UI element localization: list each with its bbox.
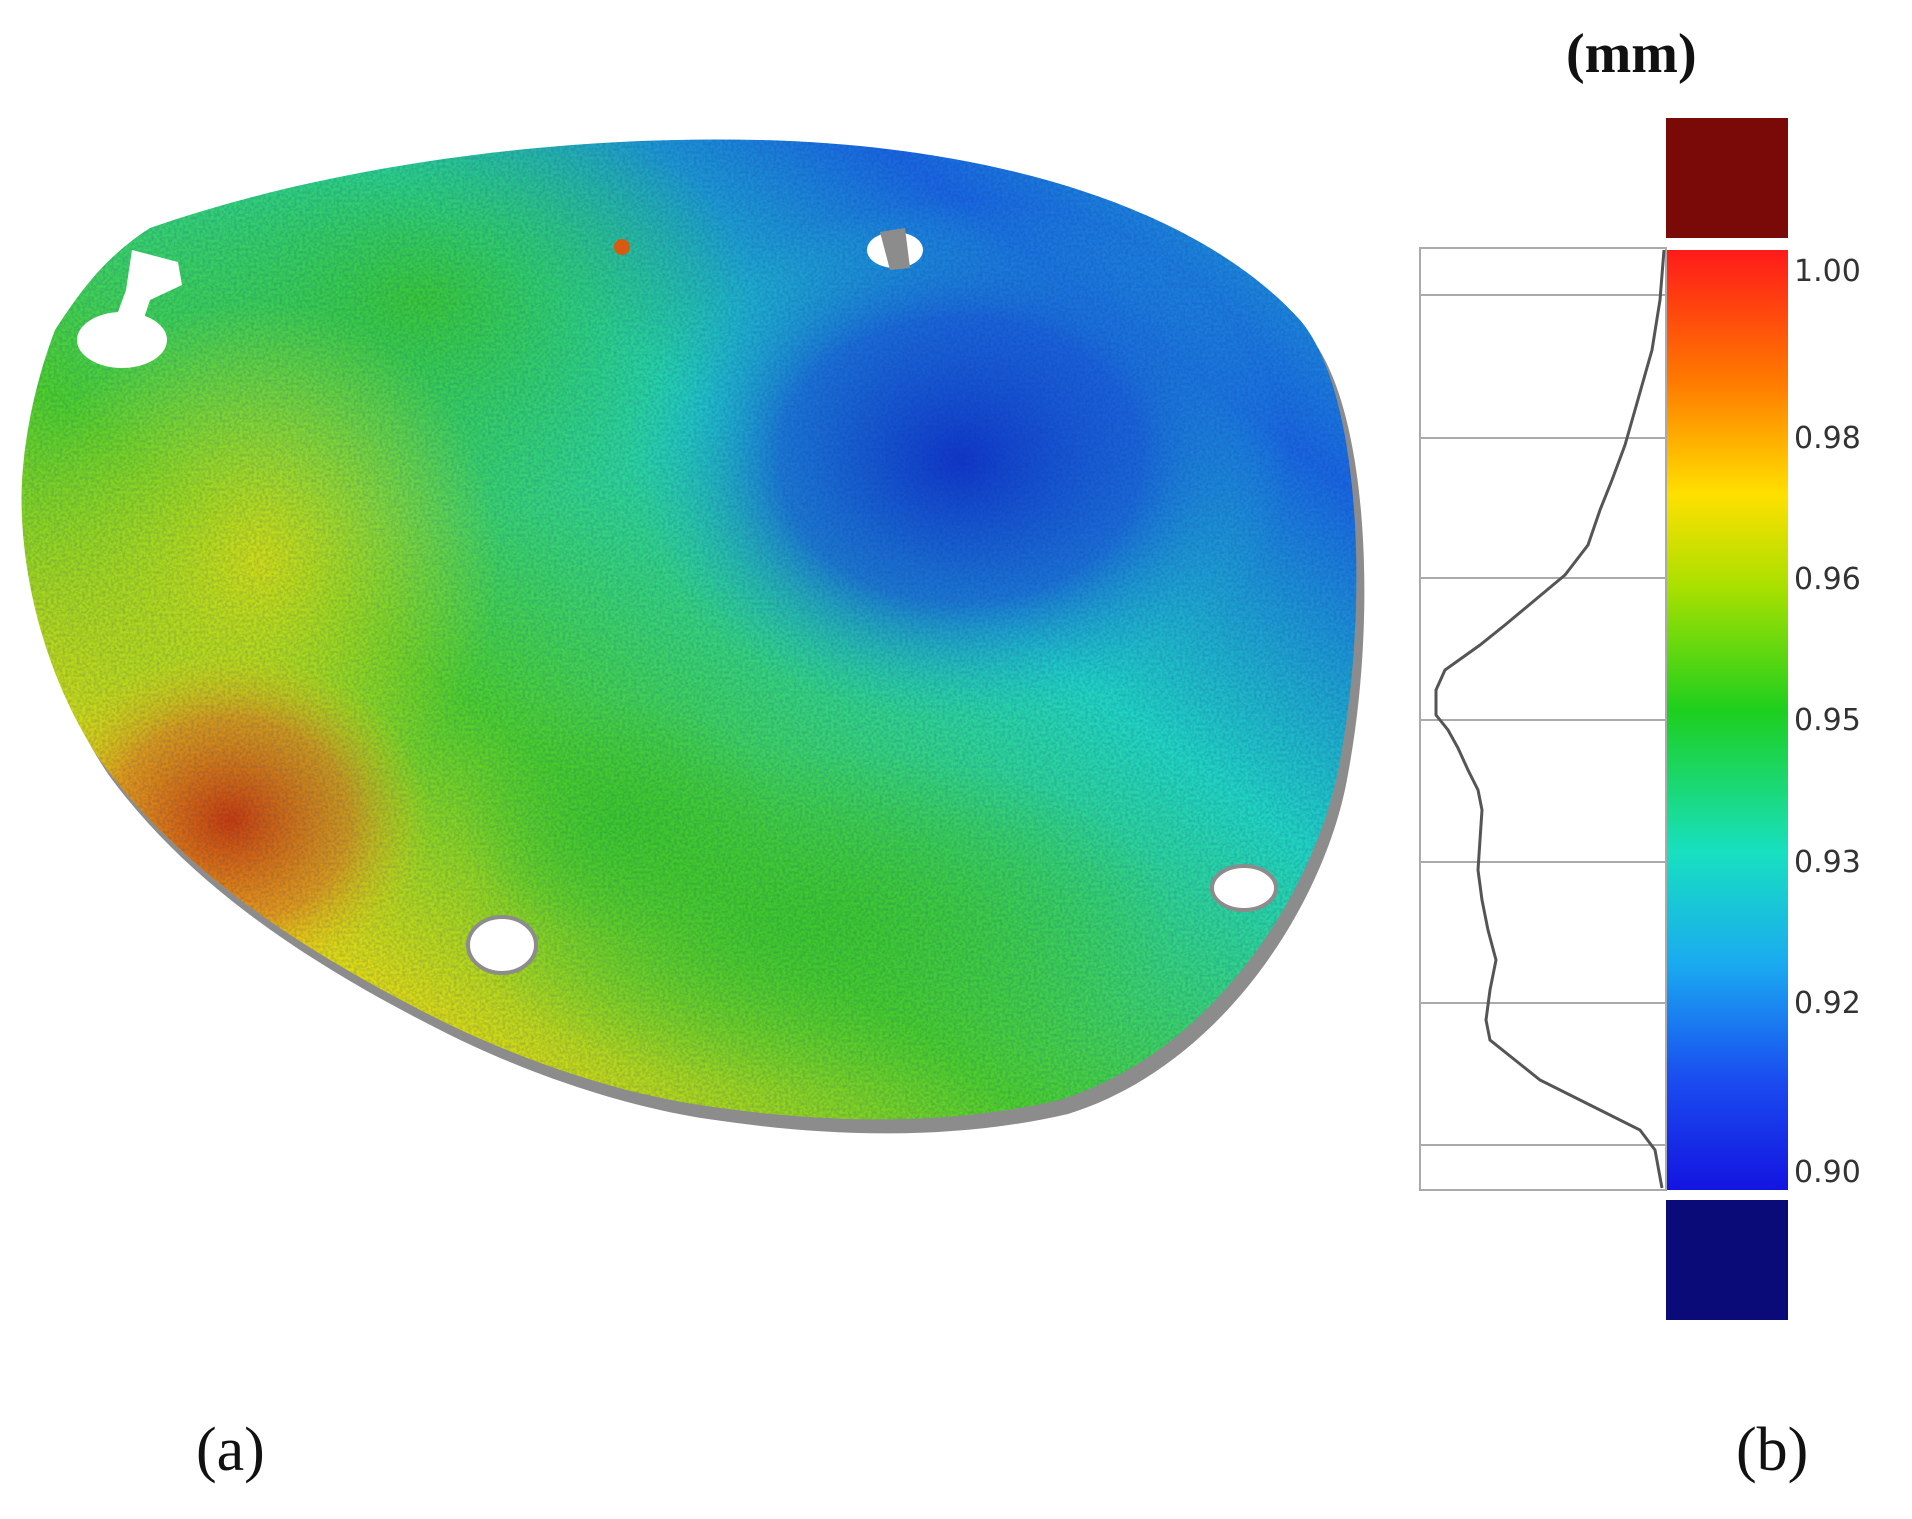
tick-label: 0.90 (1794, 1155, 1861, 1190)
histogram-curve (1434, 249, 1666, 1189)
unit-label: (mm) (1566, 23, 1697, 85)
tick-label: 1.00 (1794, 254, 1861, 289)
thickness-plate-map (21, 139, 1365, 1134)
color-scale-legend (1419, 118, 1788, 1320)
plate-color-zones (21, 139, 1357, 1120)
distribution-histogram (1419, 247, 1667, 1191)
tick-label: 0.98 (1794, 421, 1861, 456)
over-range-swatch (1666, 118, 1788, 238)
tick-label: 0.93 (1794, 845, 1861, 880)
under-range-swatch (1666, 1200, 1788, 1320)
mounting-holes (77, 228, 1278, 975)
panel-label-b: (b) (1736, 1416, 1809, 1484)
tick-label: 0.92 (1794, 986, 1861, 1021)
panel-label-a: (a) (196, 1416, 265, 1484)
color-gradient-bar (1666, 250, 1788, 1190)
tick-label: 0.96 (1794, 562, 1861, 597)
tick-label: 0.95 (1794, 703, 1861, 738)
